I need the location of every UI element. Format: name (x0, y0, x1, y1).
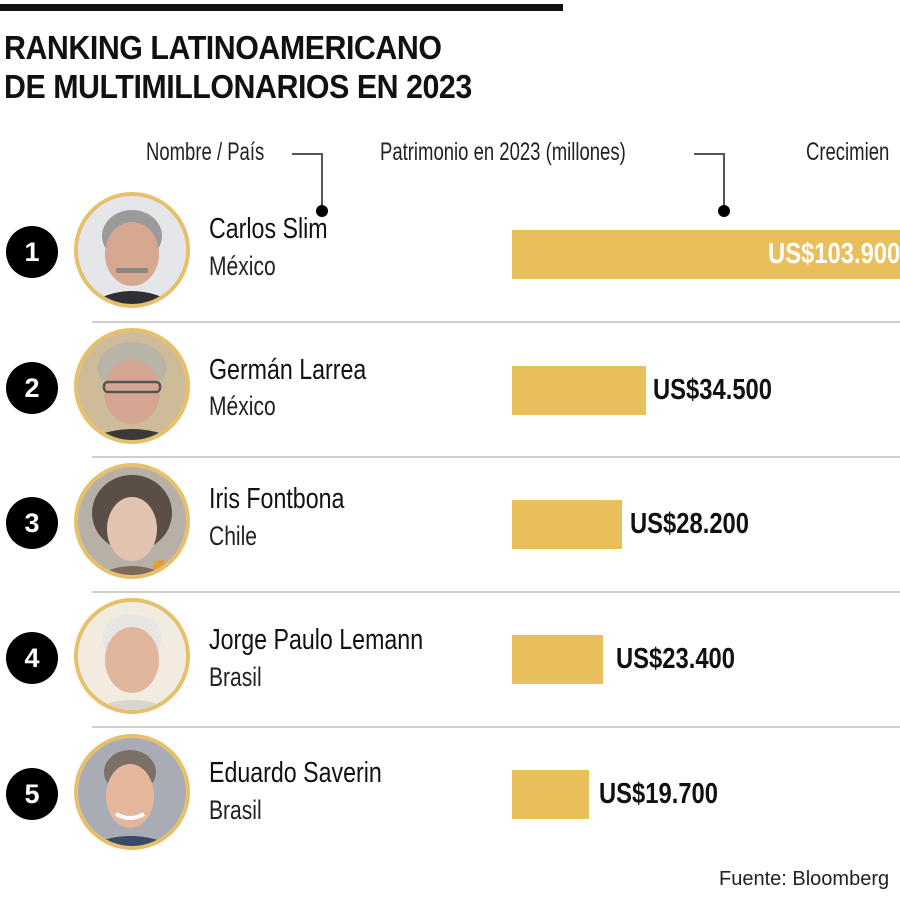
ranking-row-4: 4 Jorge Paulo Lemann Brasil US$23.400 (0, 592, 900, 727)
header-growth: Crecimien (806, 138, 890, 166)
rank-badge: 5 (6, 768, 58, 820)
rank-badge: 2 (6, 362, 58, 414)
title-line-2: DE MULTIMILLONARIOS EN 2023 (4, 68, 472, 105)
row-divider (92, 591, 900, 593)
person-photo-icon (78, 602, 186, 710)
rank-badge: 4 (6, 632, 58, 684)
person-country: Brasil (209, 795, 262, 825)
net-worth-bar (512, 635, 603, 684)
person-country: México (209, 391, 276, 421)
person-photo-icon (78, 467, 186, 575)
portrait-jorge-paulo-lemann (74, 598, 190, 714)
top-rule (0, 4, 563, 11)
person-name: Jorge Paulo Lemann (209, 624, 424, 656)
leader-dot-net-worth (718, 205, 730, 217)
chart-title: RANKING LATINOAMERICANO DE MULTIMILLONAR… (4, 28, 472, 106)
person-country: Brasil (209, 662, 262, 692)
net-worth-value: US$103.900 (767, 238, 900, 270)
ranking-row-5: 5 Eduardo Saverin Brasil US$19.700 (0, 727, 900, 862)
title-line-1: RANKING LATINOAMERICANO (4, 29, 442, 66)
row-divider (92, 726, 900, 728)
person-name: Germán Larrea (209, 354, 367, 386)
net-worth-value: US$28.200 (630, 508, 750, 540)
ranking-row-1: 1 Carlos Slim México US$103.900 (0, 185, 900, 320)
net-worth-bar (512, 366, 646, 415)
leader-dot-name (316, 205, 328, 217)
source-note: Fuente: Bloomberg (719, 868, 890, 890)
ranking-row-2: 2 Germán Larrea México US$34.500 (0, 322, 900, 457)
net-worth-value: US$34.500 (653, 374, 773, 406)
row-divider (92, 321, 900, 323)
rank-badge: 1 (6, 226, 58, 278)
portrait-carlos-slim (74, 192, 190, 308)
header-name-country: Nombre / País (146, 138, 265, 166)
person-country: Chile (209, 521, 257, 551)
header-net-worth: Patrimonio en 2023 (millones) (380, 138, 626, 166)
portrait-iris-fontbona (74, 463, 190, 579)
person-photo-icon (78, 738, 186, 846)
person-photo-icon (78, 196, 186, 304)
leader-line-net-worth-vertical (723, 153, 725, 209)
person-name: Iris Fontbona (209, 483, 345, 515)
row-divider (92, 456, 900, 458)
net-worth-bar: US$103.900 (512, 230, 900, 279)
portrait-german-larrea (74, 328, 190, 444)
rank-badge: 3 (6, 497, 58, 549)
person-photo-icon (78, 332, 186, 440)
net-worth-value: US$23.400 (616, 643, 736, 675)
person-name: Eduardo Saverin (209, 757, 382, 789)
leader-line-name (292, 153, 323, 155)
ranking-row-3: 3 Iris Fontbona Chile US$28.200 (0, 457, 900, 592)
person-country: México (209, 251, 276, 281)
portrait-eduardo-saverin (74, 734, 190, 850)
net-worth-bar (512, 770, 589, 819)
net-worth-bar (512, 500, 622, 549)
leader-line-net-worth (694, 153, 725, 155)
person-name: Carlos Slim (209, 213, 328, 245)
net-worth-value: US$19.700 (599, 778, 719, 810)
leader-line-name-vertical (321, 153, 323, 209)
